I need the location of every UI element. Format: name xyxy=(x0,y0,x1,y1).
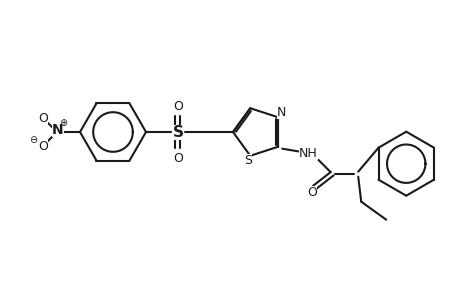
Text: O: O xyxy=(307,186,316,199)
Text: NH: NH xyxy=(298,147,317,160)
Text: ⊖: ⊖ xyxy=(29,135,37,145)
Text: N: N xyxy=(52,123,64,137)
Text: O: O xyxy=(173,100,183,112)
Text: S: S xyxy=(172,124,183,140)
Text: O: O xyxy=(173,152,183,164)
Text: N: N xyxy=(276,106,285,119)
Text: O: O xyxy=(38,112,48,124)
Text: S: S xyxy=(244,154,252,167)
Text: O: O xyxy=(38,140,48,152)
Text: ⊕: ⊕ xyxy=(59,118,67,128)
